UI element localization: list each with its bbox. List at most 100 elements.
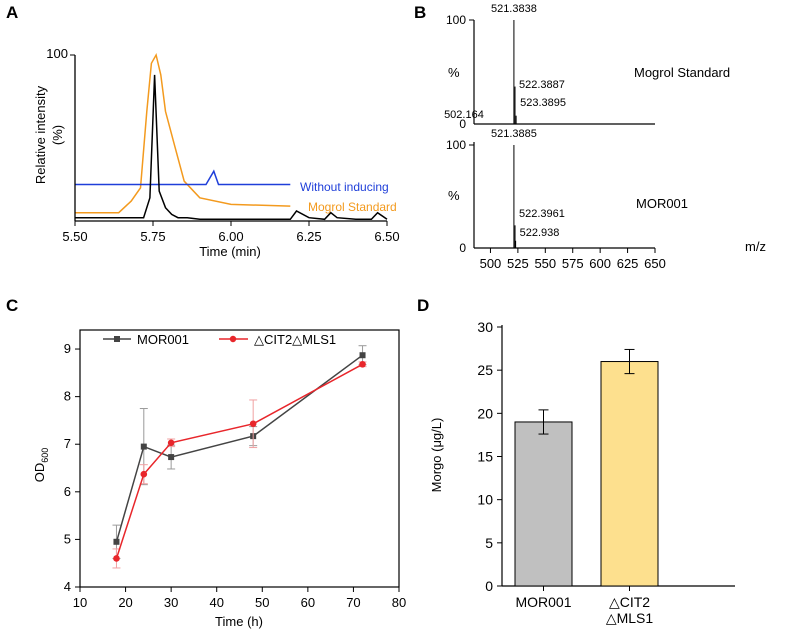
panel-c-xtick-label: 50 (255, 595, 269, 610)
panel-b-top-spectrum-name: Mogrol Standard (634, 65, 730, 80)
panel-a-series-without-inducing (75, 169, 291, 186)
panel-c-point-mor001 (359, 352, 366, 359)
legend-label-cit2-mls1: △CIT2△MLS1 (254, 332, 336, 347)
panel-c-plot-frame (79, 329, 400, 588)
panel-c-growth-curve: 10 20 30 40 50 60 70 80 4 5 6 7 8 9 Time (h) OD600 M… (32, 329, 406, 629)
panel-c-xtick-label: 10 (73, 595, 87, 610)
panel-b-xtick-label: 625 (617, 256, 639, 271)
panel-b-peak-label: 522.3887 (519, 79, 565, 91)
panel-c-y-label-subscript: 600 (40, 448, 50, 463)
panel-b-peak-label: 523.3895 (520, 97, 566, 109)
panel-a-y-label-line1: Relative intensity (33, 85, 48, 184)
panel-d-category-label: △MLS1 (606, 610, 654, 626)
panel-c-xtick-label: 40 (209, 595, 223, 610)
legend-label-mor001: MOR001 (137, 332, 189, 347)
panel-b-peak-label: 522.3961 (519, 208, 565, 220)
panel-b-xtick-label: 550 (534, 256, 556, 271)
panel-b-top-ytick-label-100: 100 (446, 13, 466, 27)
panel-b-bottom-ytick-label-0: 0 (459, 241, 466, 255)
panel-c-ytick-label: 5 (64, 531, 71, 546)
panel-d-ytick-label: 0 (485, 578, 493, 594)
panel-c-ytick-label: 4 (64, 579, 71, 594)
panel-a-xtick-label: 6.25 (296, 229, 321, 244)
panel-c-x-ticks: 10 20 30 40 50 60 70 80 (73, 587, 406, 610)
panel-b-bottom-ytick-label-100: 100 (446, 138, 466, 152)
panel-c-line-cit2-mls1 (115, 363, 363, 559)
panel-c-legend: MOR001 △CIT2△MLS1 (103, 332, 336, 347)
panel-b-x-ticks: 500 525 550 575 600 625 650 (480, 248, 666, 271)
panel-b-top-peaks: 521.3838 522.3887 523.3895 502.164 (444, 3, 566, 124)
panel-b-bottom-y-label: % (448, 188, 460, 203)
panel-a-chromatogram: 5.50 5.75 6.00 6.25 6.50 100 Time (min) Rela… (33, 46, 400, 259)
panel-d-y-label: Morgo (μg/L) (429, 418, 444, 493)
panel-a-label-mogrol-standard: Mogrol Standard (308, 200, 397, 214)
panel-b-top-y-label: % (448, 65, 460, 80)
panel-a-series-group (75, 52, 388, 221)
panel-b-peak-label: 522.938 (520, 227, 560, 239)
panel-b-xtick-label: 650 (644, 256, 666, 271)
panel-a-xtick-label: 5.75 (140, 229, 165, 244)
panel-a-y-ticks: 100 (46, 46, 75, 61)
panel-a-series-mogrol-standard (75, 52, 291, 214)
panel-c-point-mor001 (168, 454, 175, 461)
panel-c-point-cit2-mls1 (113, 555, 120, 562)
panel-d-bar-mor001 (514, 421, 573, 587)
panel-b-x-label: m/z (745, 239, 766, 254)
legend-marker-mor001 (114, 336, 120, 342)
panel-a-label-without-inducing: Without inducing (300, 180, 389, 194)
panel-a-x-label: Time (min) (199, 244, 261, 259)
panel-c-y-label: OD600 (32, 448, 50, 483)
panel-d-category-label: MOR001 (515, 594, 571, 610)
panel-c-line-mor001 (115, 354, 363, 543)
panel-c-point-cit2-mls1 (249, 420, 257, 428)
panel-c-y-label-text: OD600 (32, 448, 50, 483)
panel-c-ytick-label: 6 (64, 484, 71, 499)
panel-c-point-cit2-mls1 (167, 439, 175, 447)
panel-c-ytick-label: 8 (64, 389, 71, 404)
panel-c-y-ticks: 4 5 6 7 8 9 (64, 341, 80, 594)
panel-d-ytick-label: 25 (477, 362, 493, 378)
panel-b-xtick-label: 525 (507, 256, 529, 271)
panel-letter-b: B (414, 3, 426, 22)
panel-d-ytick-label: 5 (485, 535, 493, 551)
panel-c-point-mor001 (113, 538, 120, 545)
panel-c-series-group (112, 345, 367, 569)
panel-c-point-mor001 (140, 443, 147, 450)
panel-d-bar-cit2-mls1 (600, 361, 659, 587)
panel-c-point-cit2-mls1 (140, 470, 148, 478)
panel-d-ytick-label: 10 (477, 492, 493, 508)
panel-d-ytick-label: 15 (477, 449, 493, 465)
panel-c-x-label: Time (h) (215, 614, 263, 629)
panel-c-point-cit2-mls1 (359, 360, 366, 368)
panel-letter-d: D (417, 296, 429, 315)
panel-b-xtick-label: 575 (562, 256, 584, 271)
panel-c-xtick-label: 80 (392, 595, 406, 610)
panel-a-ytick-label: 100 (46, 46, 68, 61)
panel-b-xtick-label: 600 (589, 256, 611, 271)
panel-b-mass-spectra: 100 0 % 521.3838522.3887523.3895502.164 … (444, 3, 766, 271)
panel-a-xtick-label: 5.50 (62, 229, 87, 244)
panel-a-y-label: Relative intensity (%) (33, 85, 65, 184)
panel-a-y-label-line2: (%) (50, 125, 65, 145)
panel-a-series-sample (75, 74, 388, 221)
panel-c-xtick-label: 30 (164, 595, 178, 610)
panel-a-xtick-label: 6.50 (374, 229, 399, 244)
panel-b-peak-label: 521.3885 (491, 128, 537, 140)
panel-c-xtick-label: 20 (118, 595, 132, 610)
panel-d-ytick-label: 20 (477, 405, 493, 421)
panel-c-xtick-label: 60 (301, 595, 315, 610)
panel-c-xtick-label: 70 (346, 595, 360, 610)
panel-b-peak-label: 502.164 (444, 109, 484, 121)
panel-a-xtick-label: 6.00 (218, 229, 243, 244)
panel-letter-a: A (6, 3, 18, 22)
panel-d-titer-bars: 0 5 10 15 20 25 30 MOR001 △CIT2△MLS1 Morgo (μg/… (429, 319, 735, 626)
panel-c-ytick-label: 9 (64, 341, 71, 356)
panel-c-ytick-label: 7 (64, 436, 71, 451)
panel-b-bottom-spectrum-name: MOR001 (636, 196, 688, 211)
legend-marker-cit2-mls1 (229, 335, 237, 343)
panel-d-y-ticks: 0 5 10 15 20 25 30 (477, 319, 502, 594)
panel-d-ytick-label: 30 (477, 319, 493, 335)
panel-d-bars: MOR001 △CIT2△MLS1 (514, 348, 659, 626)
panel-d-category-label: △CIT2 (609, 594, 650, 610)
